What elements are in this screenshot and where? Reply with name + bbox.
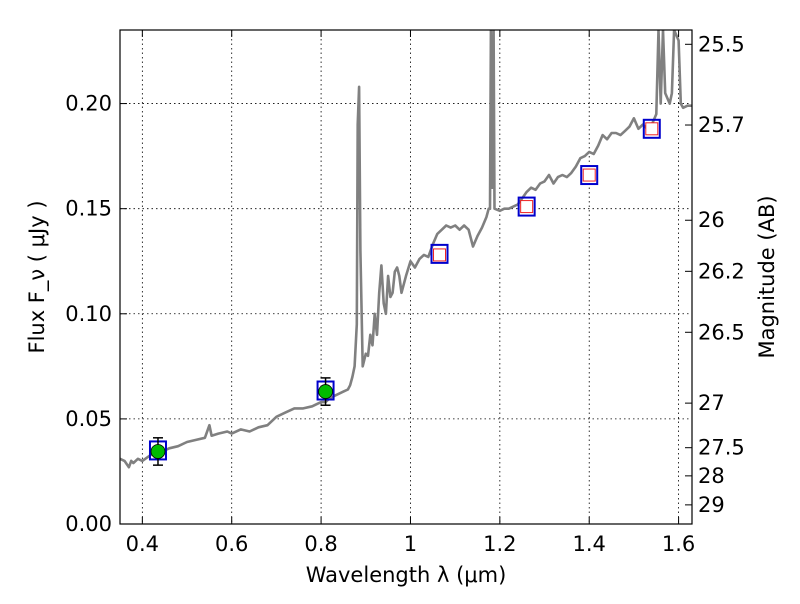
- magnitude-tick-label: 27.5: [698, 436, 745, 460]
- plot-frame: [119, 29, 693, 525]
- model-photometry-marker: [580, 165, 599, 186]
- magnitude-tick-label: 26.5: [698, 320, 745, 344]
- y-tick-label: 0.05: [65, 407, 112, 431]
- upper-limit-marker: [645, 122, 659, 136]
- x-axis-label: Wavelength λ (μm): [306, 563, 507, 587]
- model-photometry-marker: [642, 118, 661, 139]
- model-photometry-marker: [517, 196, 536, 217]
- magnitude-tick-label: 26: [698, 208, 725, 232]
- magnitude-tick-label: 27: [698, 391, 725, 415]
- detection-marker: [150, 444, 166, 459]
- upper-limit-marker: [582, 168, 596, 182]
- y-tick-label: 0.00: [65, 512, 112, 536]
- x-tick-label: 1: [404, 532, 417, 556]
- upper-limit-marker: [433, 248, 447, 262]
- spectrum-line: [120, 30, 692, 469]
- detection-marker: [318, 384, 333, 399]
- magnitude-tick-label: 29: [698, 493, 725, 517]
- magnitude-tick-label: 25.5: [698, 32, 745, 56]
- magnitude-tick-label: 28: [698, 464, 725, 488]
- y-tick-label: 0.10: [65, 302, 112, 326]
- upper-limit-marker: [520, 200, 534, 214]
- x-tick-label: 1.4: [573, 532, 606, 556]
- magnitude-tick-label: 26.2: [698, 259, 745, 283]
- y-tick-label: 0.15: [65, 197, 112, 221]
- data-layer: [120, 30, 692, 469]
- tick-layer: 0.4 0.6 0.8 1 1.2 1.4 1.6 0.00 0.05 0.10 0.15 0.20 2…: [65, 30, 745, 556]
- model-photometry-marker: [430, 243, 449, 264]
- x-tick-label: 1.2: [483, 532, 516, 556]
- x-tick-label: 0.6: [215, 532, 248, 556]
- y-axis-label: Flux F_ν ( μJy ): [25, 200, 50, 353]
- y2-axis-label: Magnitude (AB): [755, 195, 779, 358]
- magnitude-tick-label: 25.7: [698, 113, 745, 137]
- x-tick-label: 0.4: [126, 532, 159, 556]
- y-tick-label: 0.20: [65, 92, 112, 116]
- x-tick-label: 1.6: [662, 532, 695, 556]
- clipped-data: [120, 30, 692, 469]
- x-tick-label: 0.8: [304, 532, 337, 556]
